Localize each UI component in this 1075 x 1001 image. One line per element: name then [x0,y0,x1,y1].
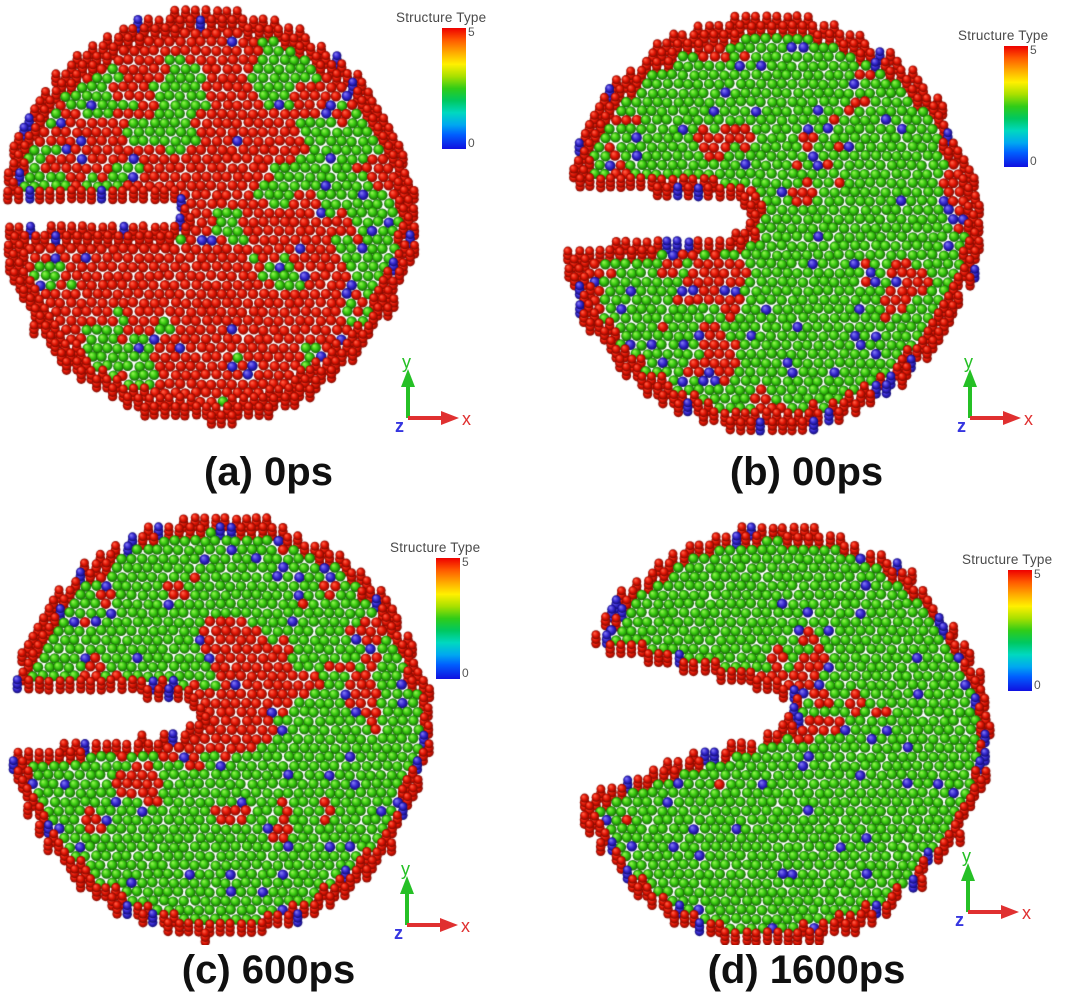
colorbar-min-label: 0 [468,136,475,150]
panel-b: Structure Type 5 0 y x z [538,0,1075,445]
colorbar-wrap: 5 0 [442,25,502,152]
axis-z-label: z [955,910,964,930]
caption-c: (c) 600ps [181,948,356,992]
structure-type-legend: Structure Type 5 0 [390,540,506,682]
axis-z-label: z [957,416,966,436]
structure-type-legend: Structure Type 5 0 [962,552,1075,694]
axis-triad: y x z [957,356,1033,436]
panel-d: Structure Type 5 0 y x z [538,500,1075,945]
axis-triad: y x z [955,850,1031,930]
colorbar-min-label: 0 [1030,154,1037,168]
axis-z-label: z [394,923,403,943]
axis-x-label: x [462,409,471,429]
axis-y-label: y [401,863,410,879]
colorbar-max-label: 5 [468,25,475,39]
axis-z-label: z [395,416,404,436]
colorbar [1004,46,1028,167]
atom-disc-canvas-d [538,500,1075,945]
colorbar-wrap: 5 0 [1004,43,1064,170]
legend-title: Structure Type [396,10,487,25]
axis-y-label: y [962,850,971,866]
legend-title: Structure Type [962,552,1053,567]
colorbar-max-label: 5 [1030,43,1037,57]
colorbar [436,558,460,679]
axis-triad: y x z [395,356,471,436]
colorbar-wrap: 5 0 [436,555,496,682]
panel-a: Structure Type 5 0 y x z [0,0,537,445]
axis-y-label: y [402,356,411,372]
structure-type-legend: Structure Type 5 0 [396,10,512,152]
axis-x-label: x [1022,903,1031,923]
atom-disc-canvas-b [538,0,1075,445]
legend-title: Structure Type [958,28,1049,43]
legend-title: Structure Type [390,540,481,555]
colorbar [1008,570,1032,691]
axis-triad: y x z [394,863,470,943]
caption-d: (d) 1600ps [707,948,906,992]
colorbar-wrap: 5 0 [1008,567,1068,694]
axis-x-label: x [461,916,470,936]
panel-c: Structure Type 5 0 y x z [0,500,537,945]
colorbar-min-label: 0 [462,666,469,680]
colorbar [442,28,466,149]
axis-y-label: y [964,356,973,372]
colorbar-max-label: 5 [1034,567,1041,581]
structure-type-legend: Structure Type 5 0 [958,28,1074,170]
colorbar-max-label: 5 [462,555,469,569]
caption-b: (b) 00ps [729,450,884,494]
colorbar-min-label: 0 [1034,678,1041,692]
caption-a: (a) 0ps [204,450,333,494]
axis-x-label: x [1024,409,1033,429]
